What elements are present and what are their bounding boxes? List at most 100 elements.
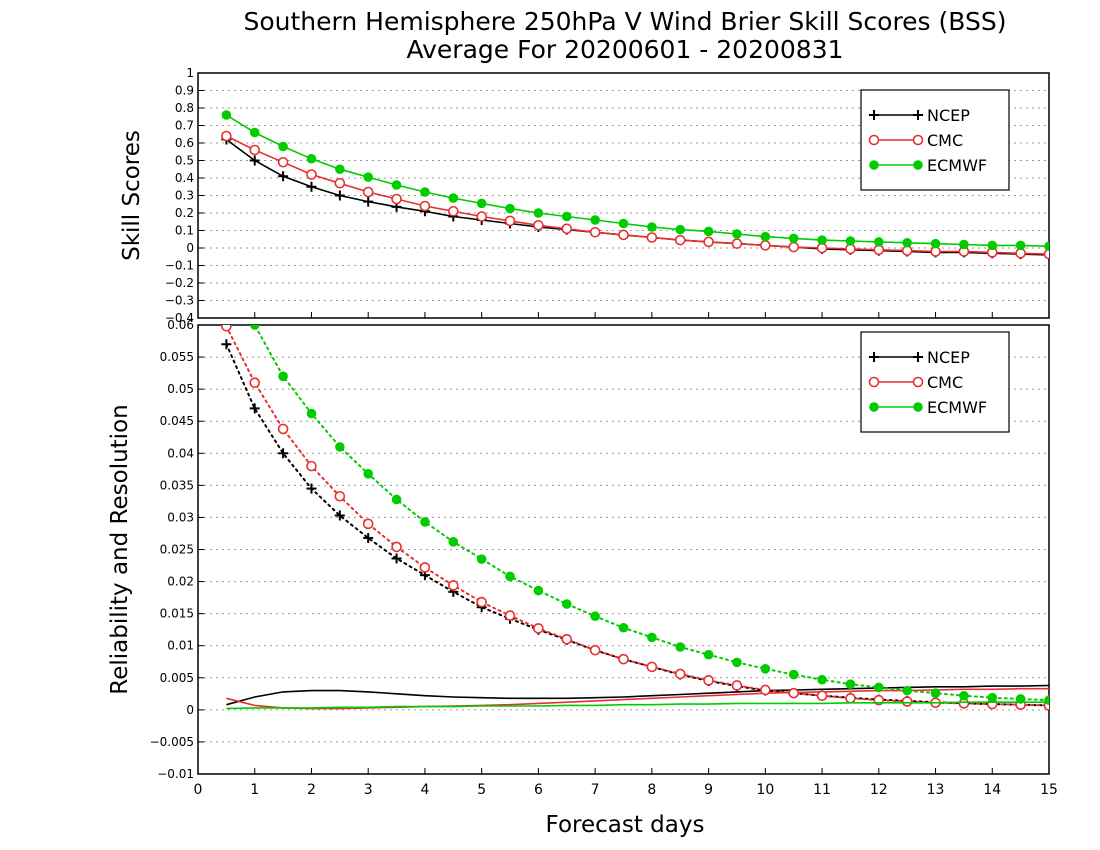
y-tick-label: −0.4: [165, 311, 194, 325]
series-line-ncep-solid: [226, 684, 1049, 706]
y-tick-label: 0.055: [160, 350, 194, 364]
data-point-cmc: [618, 653, 629, 665]
data-point-cmc: [306, 169, 317, 180]
data-point-ecmwf: [1044, 695, 1049, 706]
data-point-cmc: [334, 490, 346, 502]
data-point-cmc: [533, 219, 544, 231]
data-point-cmc: [476, 211, 487, 222]
y-tick-label: −0.1: [165, 259, 194, 273]
data-point-cmc: [674, 234, 686, 246]
data-point-cmc: [760, 240, 771, 251]
data-point-ecmwf: [448, 193, 459, 203]
chart-title-line1: Southern Hemisphere 250hPa V Wind Brier …: [244, 7, 1007, 36]
x-tick-label: 11: [813, 782, 831, 798]
data-point-ncep: [278, 448, 289, 459]
series-group: [221, 110, 1049, 260]
data-point-ecmwf: [391, 180, 402, 190]
y-tick-label: 0.025: [160, 543, 194, 557]
y-tick-label: 0.1: [175, 224, 194, 238]
x-tick-label: 0: [194, 782, 203, 798]
x-tick-label: 6: [534, 782, 543, 798]
y-tick-label: 0.2: [175, 206, 194, 220]
y-tick-label: 0.06: [167, 318, 194, 332]
data-point-ecmwf: [306, 408, 317, 419]
data-point-cmc: [788, 687, 800, 699]
y-axis-label: Reliability and Resolution: [107, 404, 133, 694]
forecast-days-axis: 0 1 2 3 4 5 6 7 8 9 10 11 12 13 14 15: [194, 782, 1058, 798]
data-point-ecmwf: [1044, 241, 1049, 252]
legend-marker: [868, 134, 880, 146]
y-tick-label: 0: [186, 241, 194, 255]
data-point-ecmwf: [959, 239, 969, 250]
data-point-ecmwf: [874, 682, 884, 693]
data-point-cmc: [476, 596, 487, 608]
data-point-ecmwf: [335, 442, 345, 452]
y-tick-label: 0.03: [167, 510, 194, 524]
y-tick-label: 0.5: [175, 154, 194, 168]
plot-frame: [197, 324, 1050, 775]
data-point-ncep: [249, 403, 260, 414]
x-tick-label: 5: [477, 782, 486, 798]
x-tick-label: 7: [591, 782, 600, 798]
data-point-ncep: [306, 483, 317, 494]
data-point-ecmwf: [590, 611, 600, 622]
legend-marker: [913, 352, 923, 362]
data-point-ecmwf: [902, 685, 912, 696]
plot-frame: [197, 72, 1050, 319]
legend-label-ecmwf: ECMWF: [927, 156, 987, 175]
y-tick-label: 1: [186, 66, 194, 80]
data-point-ecmwf: [306, 153, 317, 164]
x-tick-label: 14: [983, 782, 1001, 798]
data-point-ecmwf: [590, 215, 600, 225]
data-point-ecmwf: [817, 235, 827, 245]
data-point-ecmwf: [732, 657, 742, 668]
legend-marker: [869, 352, 879, 362]
data-point-cmc: [589, 644, 601, 656]
data-point-cmc: [362, 186, 374, 198]
data-point-ecmwf: [987, 692, 998, 703]
legend: NCEP CMC ECMWF: [860, 89, 1010, 191]
data-point-cmc: [249, 144, 261, 156]
data-point-ncep: [334, 510, 345, 521]
data-point-cmc: [589, 226, 601, 238]
data-point-cmc: [1043, 248, 1049, 260]
data-point-ecmwf: [647, 222, 657, 232]
data-point-ecmwf: [703, 649, 714, 660]
legend-marker: [913, 110, 923, 120]
data-point-ecmwf: [476, 554, 487, 564]
data-point-ecmwf: [788, 233, 799, 244]
data-point-ecmwf: [278, 141, 288, 152]
data-point-cmc: [306, 460, 317, 472]
data-point-ecmwf: [817, 674, 827, 685]
data-point-ecmwf: [675, 642, 686, 652]
data-point-cmc: [362, 518, 374, 530]
y-tick-label: 0.015: [160, 607, 194, 621]
data-point-ecmwf: [703, 226, 714, 237]
y-tick-label: 0: [186, 703, 194, 717]
legend-marker: [869, 160, 879, 170]
data-point-cmc: [788, 241, 800, 253]
data-point-cmc: [845, 693, 856, 704]
data-point-ncep: [363, 196, 374, 207]
data-point-ecmwf: [278, 371, 288, 382]
data-point-ecmwf: [391, 494, 402, 505]
data-point-ecmwf: [533, 208, 544, 218]
data-point-ecmwf: [788, 669, 799, 680]
data-point-ecmwf: [760, 231, 771, 242]
data-point-ncep: [391, 553, 402, 564]
data-point-ecmwf: [363, 469, 374, 479]
data-point-ecmwf: [675, 224, 686, 235]
data-point-ecmwf: [221, 110, 232, 120]
data-point-ecmwf: [647, 632, 657, 643]
data-point-ecmwf: [618, 218, 629, 229]
data-point-ecmwf: [845, 236, 856, 246]
data-point-ncep: [278, 171, 289, 182]
data-point-ecmwf: [874, 237, 884, 247]
data-point-ecmwf: [476, 198, 487, 209]
y-axis-label: Skill Scores: [119, 130, 145, 261]
series-group: [221, 325, 1049, 711]
data-point-ecmwf: [987, 240, 998, 251]
data-point-ecmwf: [902, 237, 912, 248]
x-tick-label: 2: [307, 782, 316, 798]
